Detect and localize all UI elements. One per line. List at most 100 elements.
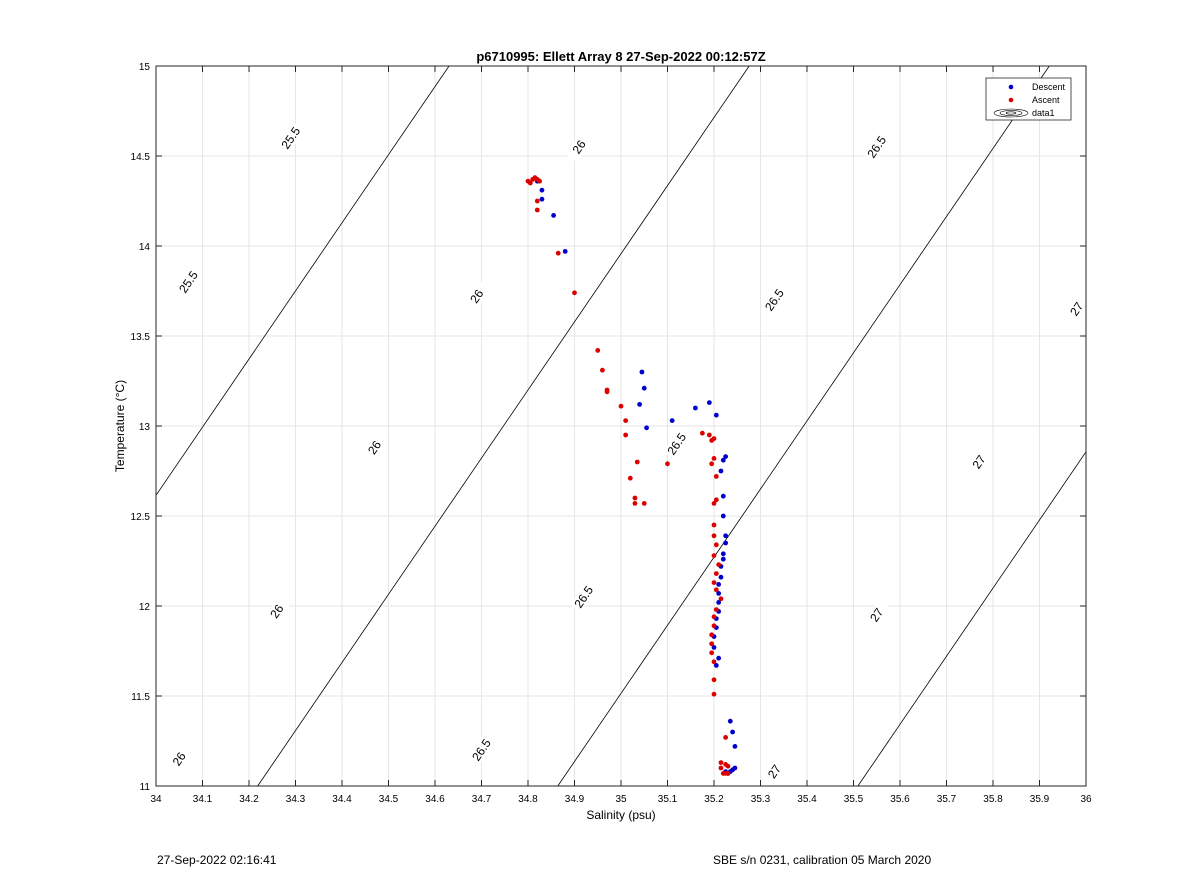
contour-label-background: [277, 122, 305, 154]
ascent-point: [711, 522, 717, 528]
ascent-point: [713, 587, 719, 593]
ascent-point: [713, 542, 719, 548]
contour-label-background: [263, 595, 291, 627]
ascent-point: [713, 497, 719, 503]
contour-label-background: [565, 131, 593, 163]
descent-point: [637, 402, 642, 407]
ascent-point: [572, 290, 577, 296]
x-tick-label: 34.6: [425, 794, 445, 805]
contour-line-27: [857, 451, 1086, 786]
contour-line-25.5: [156, 66, 450, 497]
legend-contour-icon: [993, 108, 1029, 118]
ascent-point: [709, 461, 715, 467]
ascent-point: [595, 348, 601, 353]
x-tick-label: 35.4: [797, 794, 817, 805]
ascent-point: [527, 180, 533, 186]
descent-point: [711, 645, 717, 650]
contour-label-background: [863, 599, 891, 631]
ascent-point: [534, 198, 540, 204]
contour-line-26: [257, 66, 750, 786]
contour-label-background: [174, 266, 203, 298]
x-tick-label: 35.9: [1030, 794, 1050, 805]
y-tick-label: 14.5: [131, 152, 151, 163]
x-tick-label: 36: [1080, 794, 1092, 805]
ascent-point: [711, 501, 717, 506]
ascent-point: [711, 659, 717, 665]
contour-label-background: [760, 756, 789, 788]
series-ascent: [525, 175, 731, 776]
ascent-point: [555, 250, 561, 256]
contour-label-background: [760, 284, 789, 316]
ascent-point: [537, 178, 543, 184]
descent-point: [720, 493, 726, 499]
chart-title: p6710995: Ellett Array 8 27-Sep-2022 00:…: [476, 49, 765, 64]
grid-lines: [155, 65, 1087, 787]
x-tick-label: 35.5: [844, 794, 864, 805]
y-tick-label: 12: [139, 602, 151, 613]
descent-point: [713, 412, 719, 418]
descent-point: [718, 574, 724, 580]
ascent-point: [600, 367, 605, 373]
descent-point: [716, 591, 722, 596]
legend: Descent Ascent data1: [985, 77, 1072, 121]
x-tick-label: 35.2: [704, 794, 724, 805]
footer-timestamp: 27-Sep-2022 02:16:41: [157, 853, 277, 867]
ascent-point: [623, 432, 629, 438]
x-tick-label: 34.1: [193, 794, 213, 805]
ascent-point: [711, 691, 717, 697]
ascent-point: [723, 771, 729, 776]
descent-point: [713, 663, 719, 668]
x-tick-label: 35.7: [937, 794, 957, 805]
ascent-point: [711, 623, 717, 629]
descent-point: [551, 213, 556, 218]
ascent-point: [713, 571, 719, 576]
ascent-point: [723, 735, 729, 740]
descent-point: [720, 551, 726, 557]
contour-label-background: [1063, 293, 1091, 325]
descent-point: [706, 400, 712, 405]
x-tick-label: 35.3: [751, 794, 771, 805]
y-tick-label: 14: [139, 242, 151, 253]
ascent-point: [716, 562, 722, 567]
descent-point: [723, 533, 729, 539]
x-tick-label: 35.6: [890, 794, 910, 805]
x-tick-label: 34.7: [472, 794, 492, 805]
descent-point: [539, 196, 545, 202]
descent-point: [727, 718, 733, 724]
y-tick-label: 12.5: [131, 512, 151, 523]
x-tick-label: 35: [615, 794, 627, 805]
x-tick-label: 34.4: [332, 794, 352, 805]
ascent-point: [604, 389, 610, 395]
descent-point: [720, 457, 726, 463]
descent-point: [693, 405, 698, 411]
ascent-point: [711, 553, 717, 558]
ascent-point: [534, 207, 540, 213]
ascent-point: [618, 403, 624, 409]
y-tick-label: 11.5: [131, 692, 150, 703]
y-axis-label: Temperature (°C): [113, 380, 127, 472]
descent-point: [644, 425, 649, 431]
ascent-point: [641, 501, 647, 506]
descent-point: [716, 582, 722, 587]
descent-point: [732, 744, 738, 749]
x-axis-label: Salinity (psu): [586, 808, 655, 822]
density-contours: [156, 66, 1086, 786]
x-tick-label: 34.8: [518, 794, 538, 805]
ascent-point: [711, 533, 717, 539]
descent-point: [716, 600, 722, 605]
descent-point: [716, 655, 722, 661]
ascent-point: [725, 763, 731, 769]
data-points: [525, 175, 738, 776]
contour-label-background: [165, 743, 193, 775]
ascent-point: [713, 607, 719, 612]
ascent-point: [634, 459, 640, 465]
ascent-point: [632, 501, 638, 506]
descent-point: [669, 418, 675, 423]
legend-ascent-marker: [1008, 97, 1014, 103]
axis-ticks: 34 34.1 34.2 34.3 34.4 34.5 34.6 34.7 34.8 34.9 35…: [131, 62, 1092, 805]
ascent-point: [711, 677, 717, 683]
density-contour-labels: 25.525.5262626262626.526.526.526.526.527…: [165, 122, 1091, 788]
ascent-point: [711, 436, 717, 441]
y-tick-label: 15: [139, 62, 151, 73]
